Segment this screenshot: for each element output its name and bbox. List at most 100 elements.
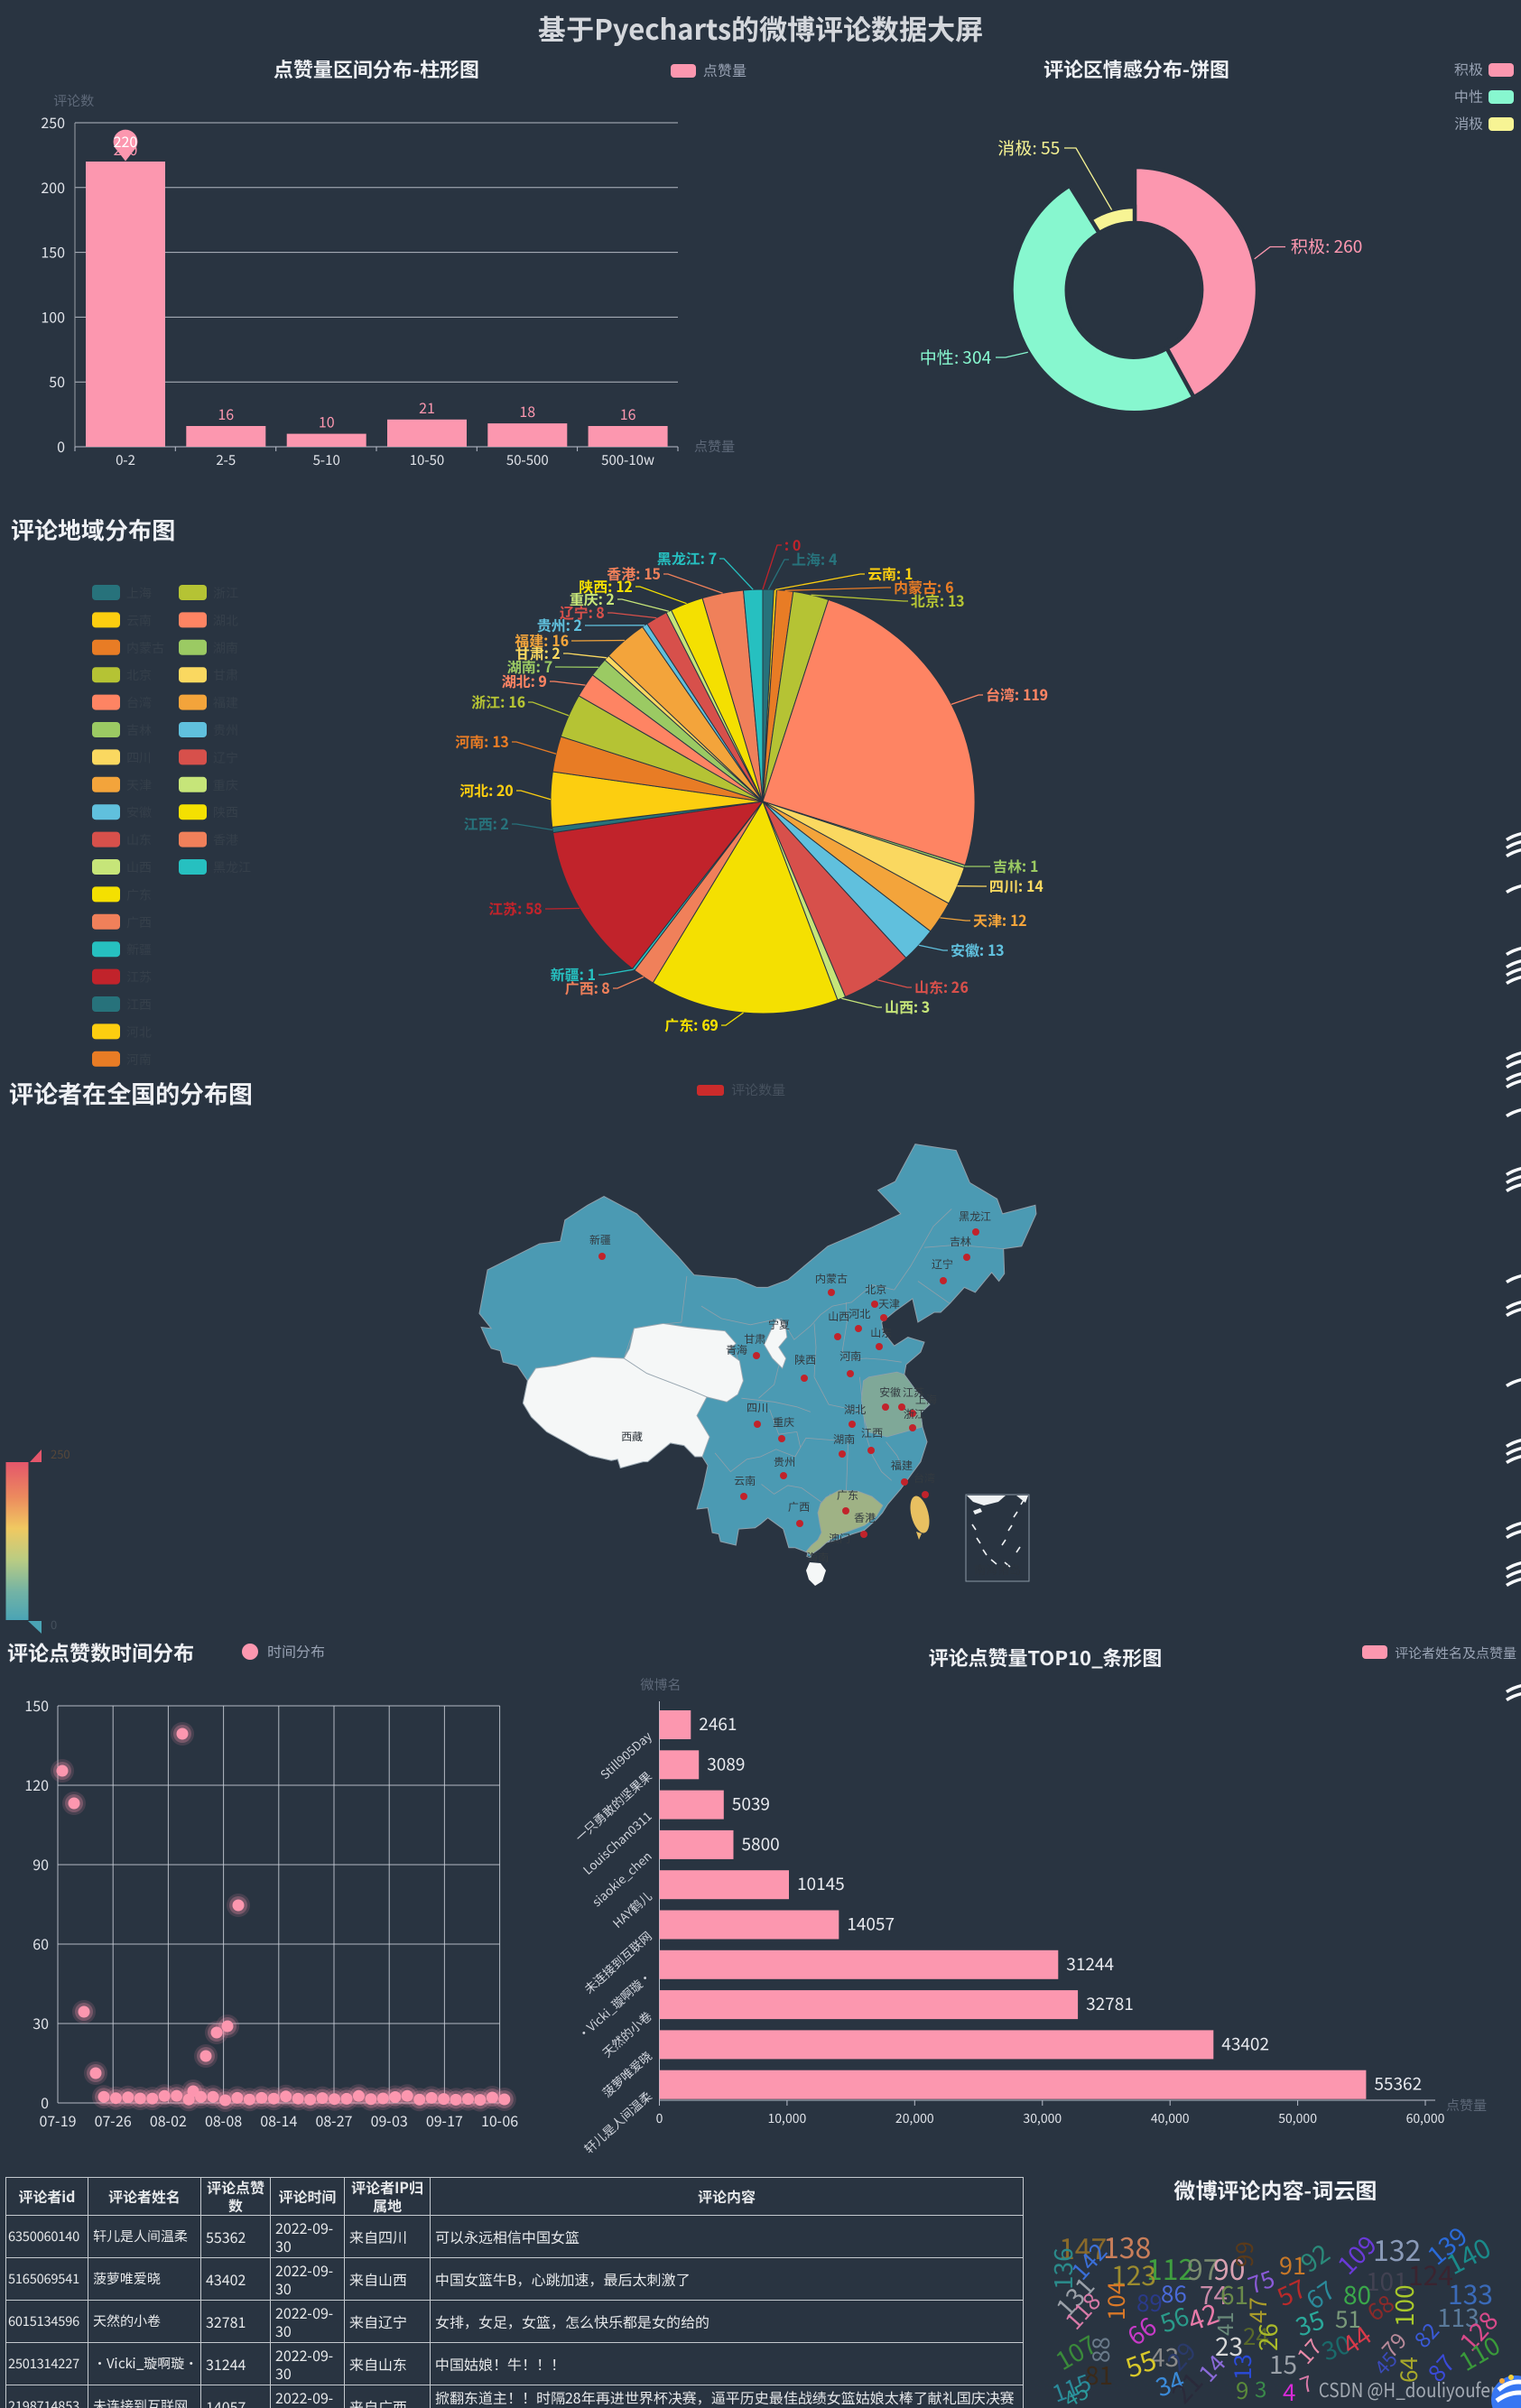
svg-text:3089: 3089: [707, 1751, 745, 1775]
svg-text:104: 104: [1099, 2282, 1132, 2320]
svg-text:山西: 山西: [126, 858, 152, 876]
svg-text:湖南: 湖南: [213, 639, 238, 657]
svg-text:评论地域分布图: 评论地域分布图: [11, 513, 175, 546]
svg-text:评论者在全国的分布图: 评论者在全国的分布图: [9, 1075, 253, 1110]
svg-text:吉林: 1: 吉林: 1: [993, 855, 1038, 876]
svg-text:香港: 15: 香港: 15: [607, 562, 661, 584]
svg-text:安徽: 13: 安徽: 13: [951, 939, 1005, 960]
svg-text:辽宁: 辽宁: [213, 748, 238, 766]
svg-text:香港: 香港: [854, 1510, 876, 1525]
svg-text:消极: 55: 消极: 55: [997, 135, 1060, 160]
svg-text:60: 60: [32, 1932, 49, 1954]
svg-text:20,000: 20,000: [895, 2109, 934, 2127]
svg-text:100: 100: [41, 305, 65, 327]
svg-text:点赞量: 点赞量: [703, 59, 747, 80]
svg-text:50,000: 50,000: [1278, 2109, 1317, 2127]
svg-text:上海: 上海: [915, 1392, 937, 1407]
svg-text:湖南: 湖南: [833, 1431, 855, 1447]
svg-text:吉林: 吉林: [126, 721, 152, 739]
svg-text:重庆: 2: 重庆: 2: [570, 588, 615, 609]
svg-text:0-2: 0-2: [116, 450, 135, 469]
svg-text:贵州: 2: 贵州: 2: [537, 614, 582, 635]
svg-text:评论数: 评论数: [53, 91, 94, 110]
svg-text:10-50: 10-50: [410, 450, 445, 469]
svg-text:福建: 福建: [891, 1458, 913, 1473]
svg-text:甘肃: 甘肃: [213, 666, 238, 684]
svg-text:广西: 8: 广西: 8: [565, 977, 611, 998]
svg-text:133: 133: [1448, 2273, 1493, 2312]
svg-text:广东: 广东: [126, 885, 152, 903]
svg-text:内蒙古: 6: 内蒙古: 6: [894, 576, 953, 597]
svg-text:99: 99: [1227, 2241, 1260, 2267]
svg-text:积极: 260: 积极: 260: [1291, 234, 1362, 258]
svg-text:112: 112: [1146, 2247, 1194, 2289]
svg-text:61: 61: [1220, 2276, 1248, 2312]
svg-text:评论点赞数时间分布: 评论点赞数时间分布: [7, 1636, 194, 1667]
svg-text:09-03: 09-03: [371, 2109, 408, 2131]
svg-text:07-26: 07-26: [95, 2109, 132, 2131]
svg-text:200: 200: [41, 176, 65, 198]
svg-text:74: 74: [1200, 2276, 1228, 2312]
svg-text:澳门: 澳门: [829, 1531, 850, 1546]
svg-text:90: 90: [1213, 2247, 1246, 2289]
svg-text:江西: 江西: [861, 1425, 883, 1440]
svg-text:86: 86: [1161, 2276, 1187, 2310]
svg-text:甘肃: 甘肃: [744, 1331, 765, 1347]
svg-text:41: 41: [1208, 2311, 1239, 2336]
svg-text:山东: 26: 山东: 26: [914, 976, 969, 997]
svg-text:江西: 江西: [126, 996, 152, 1014]
svg-text:天津: 天津: [126, 776, 152, 794]
svg-text:16: 16: [218, 403, 234, 424]
svg-text:云南: 1: 云南: 1: [867, 562, 913, 584]
svg-text:10-06: 10-06: [481, 2109, 518, 2131]
svg-text:0: 0: [41, 2091, 49, 2113]
svg-text:3: 3: [1255, 2372, 1266, 2403]
svg-text:81: 81: [1085, 2357, 1113, 2393]
svg-text:30: 30: [32, 2012, 49, 2033]
svg-text:陕西: 陕西: [213, 803, 238, 821]
svg-text:43402: 43402: [1221, 2031, 1269, 2055]
svg-text:47: 47: [1240, 2297, 1274, 2323]
svg-text:97: 97: [1187, 2247, 1220, 2289]
svg-text:18: 18: [519, 400, 535, 421]
svg-text:9: 9: [1236, 2373, 1248, 2406]
svg-text:101: 101: [1366, 2263, 1408, 2299]
svg-text:10,000: 10,000: [768, 2109, 807, 2127]
svg-text:08-02: 08-02: [150, 2109, 187, 2131]
svg-text:陕西: 12: 陕西: 12: [579, 575, 633, 597]
svg-text:89: 89: [1136, 2285, 1163, 2319]
svg-text:重庆: 重庆: [773, 1414, 794, 1430]
svg-text:147: 147: [1059, 2227, 1107, 2268]
svg-text:评论数量: 评论数量: [731, 1080, 785, 1099]
svg-text:安徽: 安徽: [879, 1385, 902, 1400]
svg-text:北京: 北京: [865, 1282, 886, 1297]
svg-text:10145: 10145: [797, 1871, 845, 1895]
svg-text:福建: 福建: [213, 694, 238, 712]
svg-text:微博评论内容-词云图: 微博评论内容-词云图: [1174, 2173, 1377, 2205]
svg-text:香港: 香港: [213, 831, 238, 849]
svg-text:13: 13: [1225, 2354, 1258, 2380]
svg-text:64: 64: [1391, 2357, 1424, 2383]
svg-text:24: 24: [1243, 2319, 1269, 2352]
svg-text:云南: 云南: [734, 1473, 756, 1488]
svg-text:消极: 消极: [1454, 112, 1483, 134]
svg-text:31244: 31244: [1066, 1951, 1114, 1976]
svg-text:河北: 河北: [849, 1306, 870, 1321]
svg-text:台湾: 台湾: [914, 1470, 935, 1486]
svg-text:湖南: 7: 湖南: 7: [507, 655, 552, 677]
svg-text:220: 220: [114, 130, 138, 152]
svg-text:河南: 13: 河南: 13: [455, 730, 509, 752]
svg-text:安徽: 安徽: [126, 803, 152, 821]
svg-text:内蒙古: 内蒙古: [126, 639, 164, 657]
svg-text:广东: 广东: [837, 1487, 858, 1503]
svg-text:山西: 3: 山西: 3: [885, 996, 930, 1017]
svg-text:60,000: 60,000: [1406, 2109, 1445, 2127]
svg-text:5039: 5039: [732, 1792, 770, 1816]
svg-text:甘肃: 2: 甘肃: 2: [515, 642, 561, 663]
svg-text:07-19: 07-19: [39, 2109, 76, 2131]
svg-text:点赞量: 点赞量: [694, 437, 735, 456]
svg-text:北京: 13: 北京: 13: [911, 589, 965, 611]
svg-text:积极: 积极: [1454, 58, 1483, 79]
svg-text:50: 50: [49, 370, 65, 392]
svg-text:132: 132: [1373, 2228, 1421, 2270]
